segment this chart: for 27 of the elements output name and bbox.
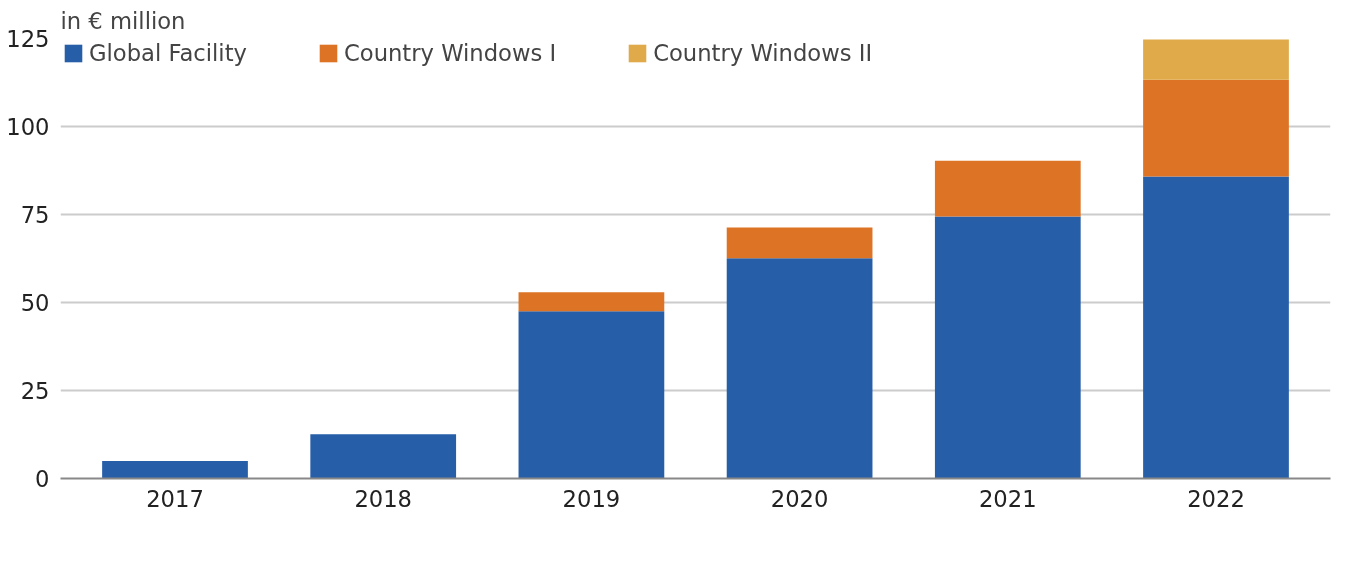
- y-tick-label: 25: [20, 378, 50, 404]
- x-tick-label: 2020: [770, 485, 829, 512]
- bar: [1143, 39, 1289, 80]
- x-tick-label: 2019: [562, 485, 621, 512]
- y-axis-title: in € million: [60, 7, 186, 34]
- bar: [1143, 79, 1289, 177]
- bar: [726, 258, 873, 479]
- y-tick-label: 100: [6, 114, 50, 140]
- bar: [102, 460, 248, 479]
- bar: [726, 227, 873, 259]
- y-tick-label: 0: [35, 466, 50, 492]
- x-tick-label: 2022: [1187, 485, 1245, 512]
- bar: [934, 160, 1081, 217]
- legend-label: Global Facility: [89, 40, 247, 66]
- y-tick-label: 75: [20, 202, 50, 228]
- bar: [1143, 176, 1289, 479]
- x-tick-label: 2021: [978, 485, 1037, 512]
- bar: [518, 292, 665, 312]
- y-tick-label: 125: [6, 26, 50, 52]
- x-tick-label: 2017: [146, 485, 204, 512]
- legend-label: Country Windows I: [343, 40, 557, 66]
- bar: [934, 216, 1081, 479]
- y-tick-label: 50: [20, 290, 50, 316]
- x-tick-label: 2018: [354, 485, 413, 512]
- legend-label: Country Windows II: [653, 40, 873, 66]
- bar: [310, 434, 457, 479]
- bar: [518, 311, 665, 479]
